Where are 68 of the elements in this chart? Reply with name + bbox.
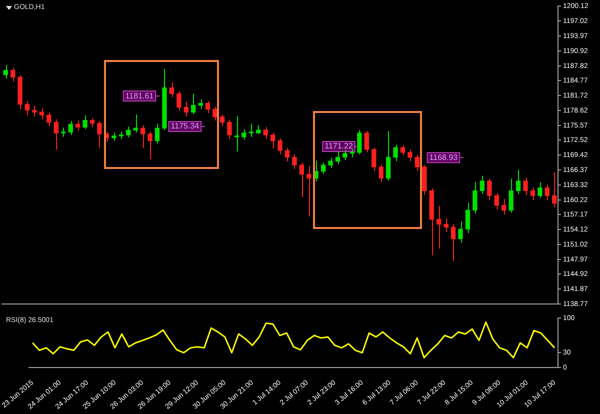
candlestick bbox=[126, 126, 131, 138]
candlestick bbox=[68, 120, 73, 136]
candlestick bbox=[472, 182, 478, 214]
candlestick bbox=[306, 166, 312, 217]
candlestick bbox=[205, 100, 210, 114]
candlestick bbox=[46, 112, 52, 127]
candlestick bbox=[393, 144, 398, 162]
candlestick bbox=[544, 184, 550, 200]
candlestick bbox=[133, 114, 138, 134]
candlestick bbox=[552, 171, 557, 208]
candlestick bbox=[386, 130, 391, 182]
candlestick bbox=[248, 123, 254, 138]
candlestick bbox=[414, 154, 420, 172]
candlestick bbox=[450, 224, 456, 262]
candlestick bbox=[465, 202, 470, 234]
candlestick bbox=[523, 177, 528, 196]
candlestick bbox=[436, 205, 442, 250]
candlestick bbox=[364, 130, 369, 153]
candlestick bbox=[408, 148, 412, 162]
candlestick bbox=[61, 127, 66, 138]
candlestick bbox=[494, 192, 499, 210]
annotation: 1175.34 bbox=[170, 122, 200, 131]
candlestick bbox=[335, 150, 340, 165]
candlestick bbox=[372, 147, 376, 172]
candlestick bbox=[220, 114, 225, 127]
candlestick bbox=[3, 64, 8, 80]
candlestick bbox=[24, 100, 30, 116]
candlestick bbox=[342, 149, 348, 161]
candlestick bbox=[176, 90, 182, 112]
candlestick bbox=[75, 120, 80, 132]
candlestick bbox=[278, 138, 282, 155]
candlestick bbox=[54, 118, 58, 150]
candlestick bbox=[169, 82, 174, 98]
candlestick bbox=[378, 164, 384, 183]
candlestick bbox=[538, 182, 542, 199]
candlestick bbox=[154, 123, 160, 144]
candlestick bbox=[530, 187, 536, 200]
candlestick bbox=[32, 105, 37, 117]
candlestick bbox=[284, 148, 290, 162]
candlestick bbox=[292, 154, 297, 170]
candlestick bbox=[191, 93, 196, 115]
candlestick bbox=[458, 220, 463, 244]
candlestick bbox=[508, 178, 514, 214]
candlestick bbox=[212, 106, 218, 121]
candlestick bbox=[502, 198, 506, 216]
candlestick bbox=[320, 162, 326, 174]
annotation: 1171.22 bbox=[324, 142, 354, 151]
candlestick bbox=[82, 115, 88, 130]
candlestick bbox=[39, 108, 44, 120]
candlestick bbox=[400, 144, 406, 156]
candlestick bbox=[184, 101, 188, 117]
candlestick bbox=[140, 124, 146, 149]
candlestick bbox=[242, 128, 246, 140]
candlestick bbox=[270, 132, 276, 150]
annotation: 1168.93 bbox=[429, 152, 458, 162]
annotation: 1181.61 bbox=[125, 91, 154, 100]
candlestick bbox=[444, 218, 448, 233]
candlestick bbox=[516, 169, 521, 195]
candlestick bbox=[148, 131, 152, 160]
candlestick bbox=[198, 98, 203, 110]
candlestick bbox=[299, 162, 304, 198]
candlestick bbox=[97, 120, 102, 148]
candlestick bbox=[480, 175, 485, 195]
candlestick bbox=[328, 157, 333, 168]
candlestick bbox=[263, 126, 268, 139]
candlestick bbox=[487, 178, 492, 200]
candlestick bbox=[10, 67, 16, 82]
candlestick bbox=[227, 119, 232, 140]
